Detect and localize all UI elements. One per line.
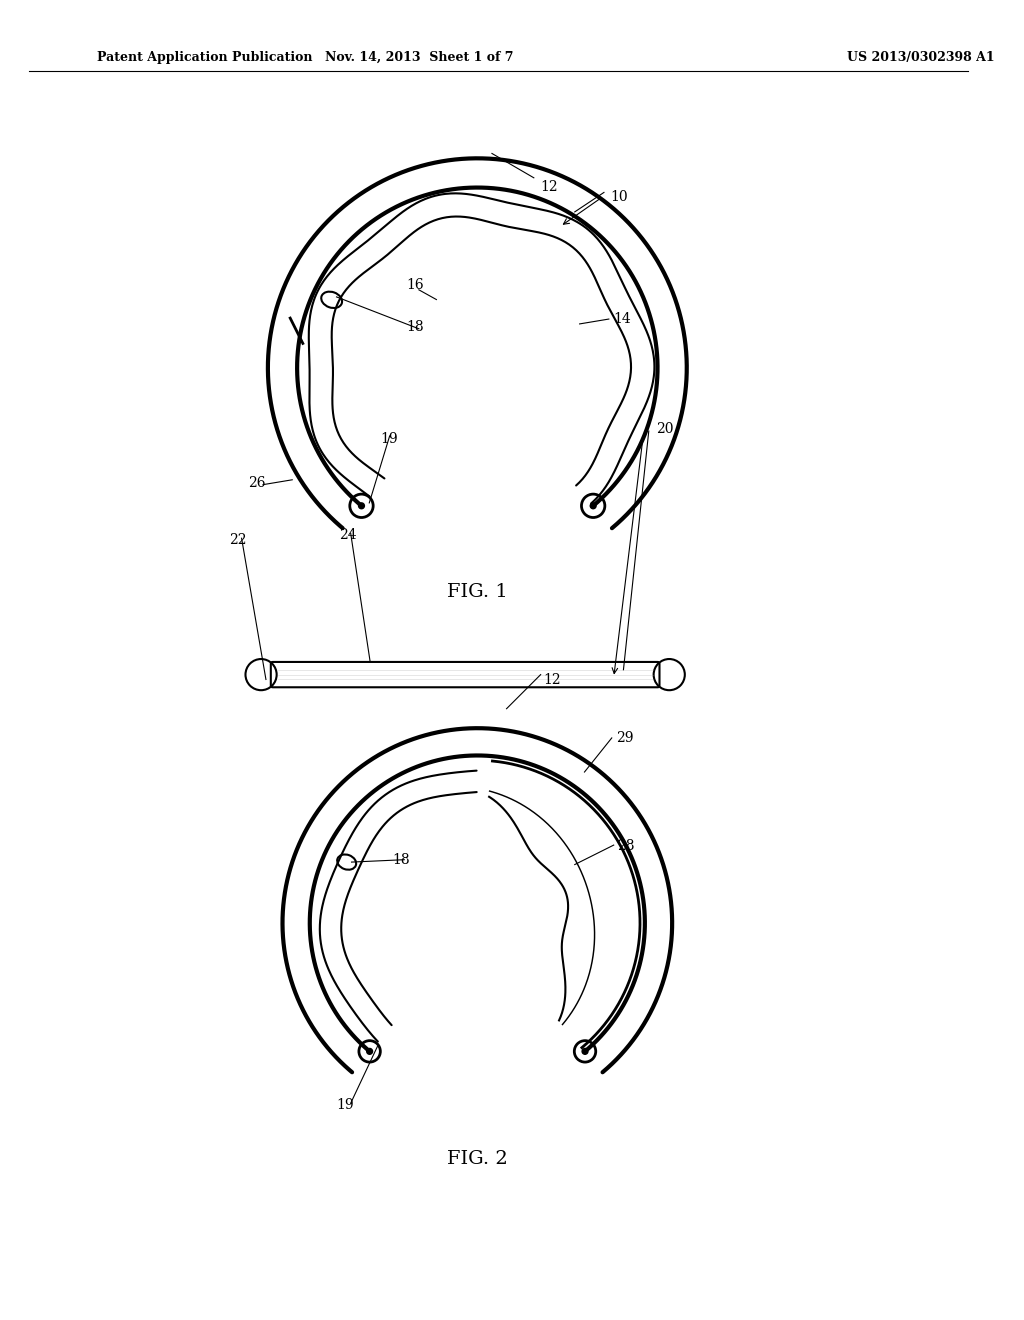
Text: 28: 28 (616, 840, 634, 853)
Text: 20: 20 (655, 422, 673, 436)
Circle shape (590, 503, 596, 508)
Text: Nov. 14, 2013  Sheet 1 of 7: Nov. 14, 2013 Sheet 1 of 7 (325, 51, 513, 65)
Text: 16: 16 (407, 279, 424, 292)
Text: 10: 10 (610, 190, 629, 205)
Text: 12: 12 (541, 180, 558, 194)
Circle shape (582, 1048, 588, 1055)
Text: 12: 12 (544, 673, 561, 686)
Text: 14: 14 (613, 312, 632, 326)
Text: FIG. 2: FIG. 2 (446, 1150, 508, 1168)
Circle shape (367, 1048, 373, 1055)
Circle shape (358, 503, 365, 508)
Text: 29: 29 (615, 731, 633, 744)
Text: US 2013/0302398 A1: US 2013/0302398 A1 (848, 51, 995, 65)
Text: Patent Application Publication: Patent Application Publication (97, 51, 313, 65)
Text: 24: 24 (339, 528, 356, 543)
Text: FIG. 1: FIG. 1 (446, 583, 508, 601)
Text: 26: 26 (249, 475, 266, 490)
Text: 19: 19 (336, 1098, 353, 1113)
Text: 18: 18 (392, 853, 411, 867)
Text: 22: 22 (229, 533, 247, 548)
Text: 19: 19 (380, 432, 397, 446)
Text: 18: 18 (407, 319, 424, 334)
